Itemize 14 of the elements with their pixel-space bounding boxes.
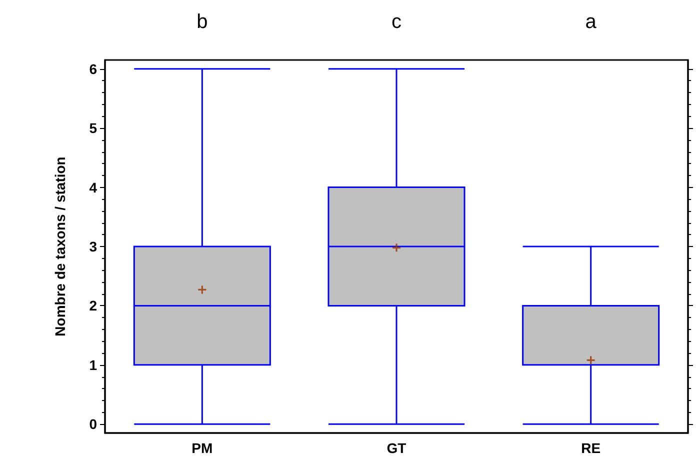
y-tick-label: 5 [89,120,98,136]
text: a [585,11,598,33]
x-tick-label: PM [192,440,213,456]
y-tick-label: 0 [89,416,98,432]
y-tick-label: 3 [89,238,98,254]
x-tick-label: GT [386,440,407,456]
y-tick-label: 6 [89,60,98,77]
y-axis-title: Nombre de taxons / station [52,156,68,336]
y-tick-label: 4 [89,179,98,196]
y-tick-label: 1 [89,356,98,373]
text: c [392,11,402,33]
y-tick-label: 2 [89,298,98,314]
x-tick-label: RE [581,440,601,456]
text: b [196,11,208,33]
